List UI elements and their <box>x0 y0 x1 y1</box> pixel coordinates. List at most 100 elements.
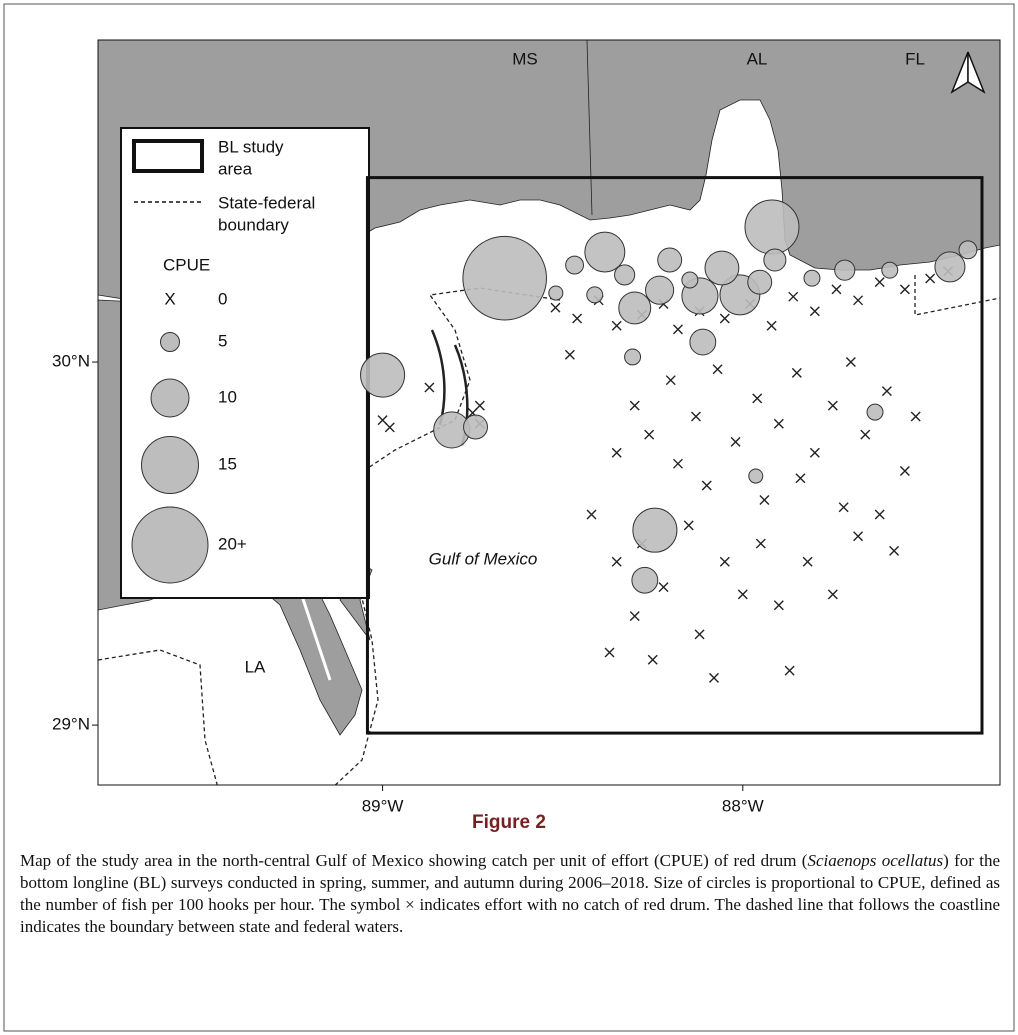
no-catch <box>827 400 838 411</box>
no-catch <box>889 545 900 556</box>
no-catch <box>611 320 622 331</box>
no-catch <box>910 411 921 422</box>
place-label: LA <box>245 657 266 676</box>
catch <box>744 199 800 255</box>
y-tick-label: 29°N <box>52 715 90 734</box>
catch <box>548 285 564 301</box>
catch <box>958 240 978 260</box>
no-catch <box>672 458 683 469</box>
no-catch <box>874 277 885 288</box>
state-line <box>586 40 593 216</box>
legend-size <box>141 436 199 494</box>
catch <box>586 286 604 304</box>
catch <box>360 352 406 398</box>
legend-label: BL study <box>218 137 284 156</box>
no-catch <box>672 324 683 335</box>
catch <box>704 250 740 286</box>
catch <box>934 251 966 283</box>
catch <box>565 255 585 275</box>
catch <box>689 328 717 356</box>
no-catch <box>629 611 640 622</box>
catch <box>834 259 856 281</box>
no-catch <box>773 418 784 429</box>
no-catch <box>925 273 936 284</box>
no-catch <box>572 313 583 324</box>
catch <box>681 271 699 289</box>
catch <box>748 468 764 484</box>
place-label: Gulf of Mexico <box>429 549 538 568</box>
no-catch <box>809 306 820 317</box>
catch <box>645 275 675 305</box>
y-tick-label: 30°N <box>52 352 90 371</box>
legend-size-label: 15 <box>218 454 237 473</box>
no-catch <box>795 473 806 484</box>
no-catch <box>424 382 435 393</box>
x-tick-label: 88°W <box>722 796 764 815</box>
no-catch <box>853 295 864 306</box>
no-catch <box>899 465 910 476</box>
figure-frame <box>3 3 1015 1032</box>
north-arrow <box>950 51 986 94</box>
legend-size <box>150 378 190 418</box>
state-federal-boundary <box>98 275 1000 785</box>
legend-label: area <box>218 159 253 178</box>
no-catch <box>737 589 748 600</box>
catch <box>657 247 683 273</box>
no-catch <box>647 654 658 665</box>
no-catch <box>586 509 597 520</box>
catch <box>803 269 821 287</box>
no-catch <box>719 556 730 567</box>
no-catch <box>604 647 615 658</box>
no-catch <box>881 386 892 397</box>
legend-study-area-symbol <box>132 139 204 173</box>
catch <box>584 231 626 273</box>
no-catch <box>384 422 395 433</box>
no-catch <box>712 364 723 375</box>
caption: Map of the study area in the north-centr… <box>20 850 1000 938</box>
no-catch <box>719 313 730 324</box>
labels: 89°W 88°W 29°N 30°N MS AL FL LA Gulf of Mexico <box>52 49 925 815</box>
no-catch <box>838 502 849 513</box>
no-catch <box>694 629 705 640</box>
no-catch <box>773 600 784 611</box>
no-catch <box>644 429 655 440</box>
no-catch <box>658 582 669 593</box>
legend-size <box>160 332 180 352</box>
legend-size-label: 5 <box>218 331 227 350</box>
legend-size <box>131 506 209 584</box>
place-label: MS <box>512 49 538 68</box>
caption-text: ) for the bottom longline (BL) surveys c… <box>20 851 1000 936</box>
no-catch <box>550 302 561 313</box>
no-catch <box>474 400 485 411</box>
no-catch <box>611 447 622 458</box>
no-catch <box>701 480 712 491</box>
no-catch <box>827 589 838 600</box>
no-catch <box>611 556 622 567</box>
no-catch <box>752 393 763 404</box>
place-label: AL <box>747 49 768 68</box>
no-catch <box>683 520 694 531</box>
catch <box>462 235 547 321</box>
no-catch <box>831 284 842 295</box>
no-catch <box>755 538 766 549</box>
catch <box>632 507 678 553</box>
catch <box>631 566 659 594</box>
no-catch <box>730 436 741 447</box>
no-catch <box>802 556 813 567</box>
no-catch <box>853 531 864 542</box>
no-catch <box>784 665 795 676</box>
no-catch <box>766 320 777 331</box>
no-catch <box>759 495 770 505</box>
no-catch <box>690 411 701 422</box>
legend: BL study area State-federal boundary CPU… <box>120 127 370 599</box>
no-catch <box>788 291 799 302</box>
no-catch <box>860 429 871 440</box>
catch <box>866 403 884 421</box>
catch <box>614 264 636 286</box>
catch <box>747 269 773 295</box>
north-arrow-right <box>967 51 986 94</box>
place-label: FL <box>905 49 925 68</box>
legend-size-label: 10 <box>218 387 237 406</box>
survey-marks <box>360 176 984 735</box>
